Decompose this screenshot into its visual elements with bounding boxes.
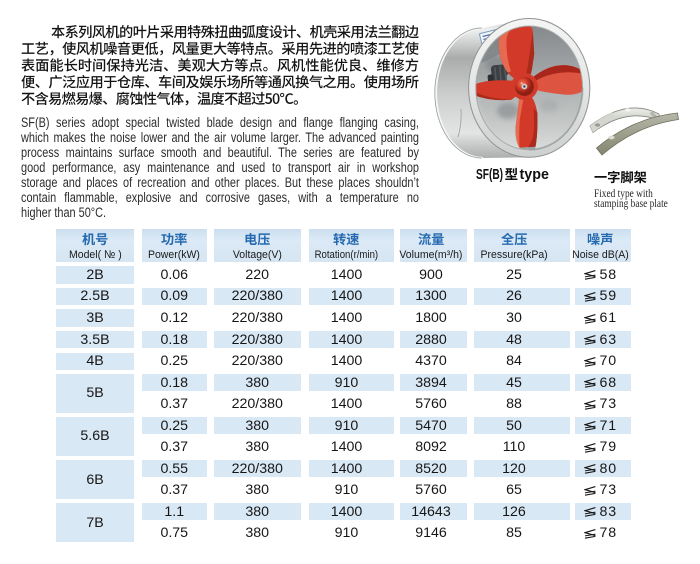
svg-text:type: type [520,167,549,183]
svg-text:SF(B): SF(B) [476,166,503,182]
